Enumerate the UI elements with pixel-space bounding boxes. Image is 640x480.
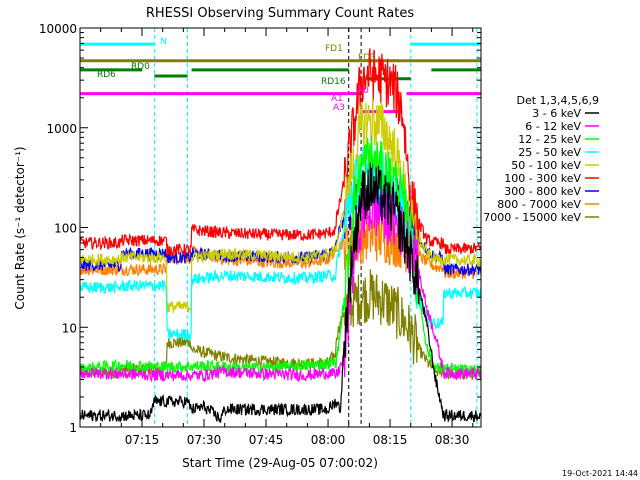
plot-content bbox=[79, 28, 482, 427]
x-tick-label-0: 07:15 bbox=[125, 433, 160, 447]
y-tick-label-1: 10 bbox=[62, 321, 77, 335]
tick-labels: 1 10 100 1000 10000 07:15 07:30 07:45 08:00 08:15… bbox=[39, 22, 470, 447]
legend-label-4: 50 - 100 keV bbox=[511, 159, 581, 172]
series-line-1 bbox=[79, 188, 482, 383]
state-label-rd6: RD6 bbox=[97, 70, 116, 80]
series-line-4 bbox=[79, 98, 482, 313]
state-label-rd0: RD0 bbox=[131, 62, 150, 72]
legend-label-6: 300 - 800 keV bbox=[504, 185, 581, 198]
legend-label-2: 12 - 25 keV bbox=[518, 133, 581, 146]
state-label-n: N bbox=[160, 37, 167, 47]
series-line-0 bbox=[79, 162, 482, 423]
x-tick-label-5: 08:30 bbox=[435, 433, 470, 447]
series-line-8 bbox=[79, 269, 482, 381]
legend-label-3: 25 - 50 keV bbox=[518, 146, 581, 159]
chart-title: RHESSI Observing Summary Count Rates bbox=[146, 6, 415, 21]
series-line-5 bbox=[79, 48, 482, 257]
legend-label-7: 800 - 7000 keV bbox=[497, 198, 581, 211]
x-tick-label-4: 08:15 bbox=[373, 433, 408, 447]
state-label-rd16: RD16 bbox=[321, 77, 346, 87]
x-tick-label-3: 08:00 bbox=[311, 433, 346, 447]
x-tick-label-2: 07:45 bbox=[249, 433, 284, 447]
timestamp: 19-Oct-2021 14:44 bbox=[562, 469, 638, 478]
legend-label-8: 7000 - 15000 keV bbox=[483, 211, 581, 224]
state-label-a3: A3 bbox=[333, 103, 345, 113]
state-label-fd1: FD1 bbox=[325, 44, 343, 54]
y-tick-label-0: 1 bbox=[69, 421, 77, 435]
legend-label-1: 6 - 12 keV bbox=[525, 120, 581, 133]
state-label-a0: A0 bbox=[357, 86, 369, 96]
y-tick-label-3: 1000 bbox=[46, 122, 77, 136]
state-label-fd3: FD3 bbox=[358, 53, 376, 63]
x-axis-label: Start Time (29-Aug-05 07:00:02) bbox=[182, 456, 378, 470]
y-axis-label: Count Rate (s⁻¹ detector⁻¹) bbox=[13, 146, 27, 309]
legend-label-5: 100 - 300 keV bbox=[504, 172, 581, 185]
x-tick-label-1: 07:30 bbox=[187, 433, 222, 447]
y-tick-label-2: 100 bbox=[54, 222, 77, 236]
state-label-a1: A1 bbox=[331, 94, 343, 104]
legend-label-0: 3 - 6 keV bbox=[532, 107, 581, 120]
axis-ticks bbox=[80, 27, 481, 428]
legend-title: Det 1,3,4,5,6,9 bbox=[516, 94, 599, 107]
y-tick-label-4: 10000 bbox=[39, 22, 77, 36]
